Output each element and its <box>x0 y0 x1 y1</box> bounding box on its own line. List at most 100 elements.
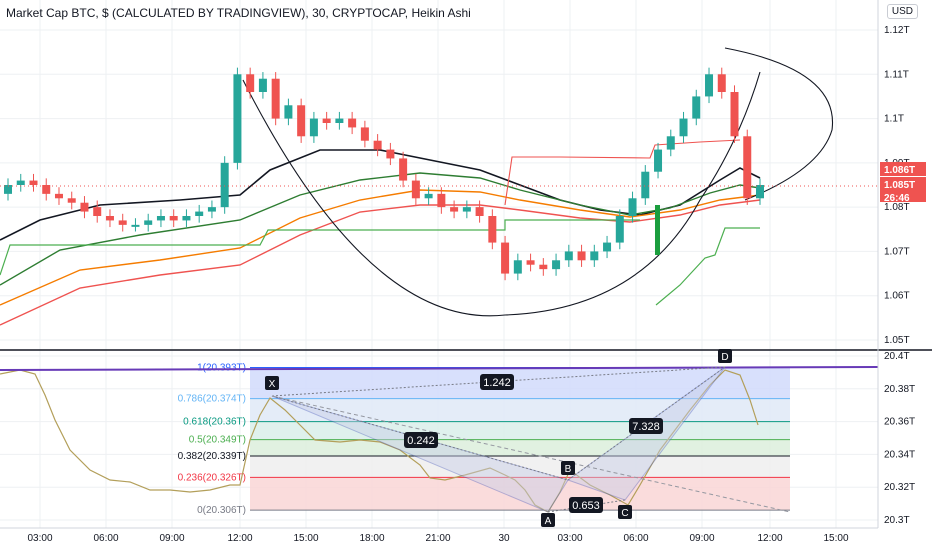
candle[interactable] <box>118 220 127 225</box>
candle[interactable] <box>692 96 701 119</box>
candle[interactable] <box>207 207 216 212</box>
fib-band <box>250 439 790 457</box>
candle[interactable] <box>437 193 446 208</box>
time-axis[interactable]: 03:00 06:00 09:00 12:00 15:00 18:00 21:00 30 03:… <box>0 527 878 544</box>
candle[interactable] <box>488 216 497 243</box>
candle[interactable] <box>399 158 408 181</box>
candle[interactable] <box>360 127 369 141</box>
fib-level-label: 1(20.393T) <box>197 362 246 373</box>
candle[interactable] <box>552 260 561 270</box>
candle[interactable] <box>743 136 752 199</box>
candle[interactable] <box>705 74 714 97</box>
pattern-point-marker[interactable] <box>561 461 575 475</box>
candle[interactable] <box>526 260 535 265</box>
candle[interactable] <box>386 149 395 159</box>
candle[interactable] <box>424 193 433 199</box>
lower-price-tick: 20.36T <box>884 417 915 428</box>
candle[interactable] <box>666 136 675 150</box>
candle[interactable] <box>450 207 459 212</box>
fib-band <box>250 398 790 422</box>
chart-title: Market Cap BTC, $ (CALCULATED BY TRADING… <box>6 6 471 20</box>
time-tick: 15:00 <box>823 533 848 544</box>
pattern-point-label: B <box>565 464 572 475</box>
oscillator-line <box>0 369 759 513</box>
pattern-point-marker[interactable] <box>718 349 732 363</box>
candle[interactable] <box>105 216 114 221</box>
candle[interactable] <box>654 149 663 172</box>
price-tick: 1.1T <box>884 114 904 125</box>
candle[interactable] <box>258 78 267 92</box>
arc-drawing[interactable] <box>242 71 761 317</box>
candle[interactable] <box>42 185 51 194</box>
candle[interactable] <box>513 260 522 274</box>
candle[interactable] <box>4 185 12 194</box>
candle[interactable] <box>297 105 306 137</box>
currency-button[interactable]: USD <box>886 4 918 19</box>
price-scale[interactable]: 1.12T1.11T1.1T1.09T1.08T1.07T1.06T1.05T1… <box>877 0 926 528</box>
candle[interactable] <box>655 205 660 255</box>
candle[interactable] <box>475 207 484 216</box>
price-tick: 1.11T <box>884 69 909 80</box>
candle[interactable] <box>756 185 764 199</box>
candle[interactable] <box>501 242 510 274</box>
fib-level-label: 0.236(20.326T) <box>178 472 246 483</box>
candle[interactable] <box>80 202 89 212</box>
harmonic-pattern[interactable]: X A B C D 1.242 0.242 7.328 0.653 <box>265 349 791 527</box>
time-tick: 15:00 <box>293 533 318 544</box>
candle[interactable] <box>16 180 25 185</box>
ma-green-dark <box>0 172 761 286</box>
candle[interactable] <box>603 242 612 252</box>
candle[interactable] <box>309 118 318 137</box>
pattern-ratio-box <box>569 497 603 513</box>
candle[interactable] <box>169 216 178 221</box>
pattern-point-label: X <box>269 379 276 390</box>
candle[interactable] <box>615 216 624 243</box>
candle[interactable] <box>717 74 726 92</box>
candle[interactable] <box>54 193 63 199</box>
candle[interactable] <box>373 140 382 150</box>
candle[interactable] <box>93 207 102 216</box>
candle[interactable] <box>679 118 688 137</box>
candle[interactable] <box>577 251 586 261</box>
candle[interactable] <box>29 180 38 185</box>
lower-price-tick: 20.34T <box>884 449 915 460</box>
candle[interactable] <box>539 264 548 270</box>
candle[interactable] <box>628 198 637 216</box>
ma-black <box>0 149 761 241</box>
candle[interactable] <box>590 251 599 261</box>
ellipse-drawing[interactable] <box>724 47 834 201</box>
candle[interactable] <box>641 171 650 199</box>
candle[interactable] <box>335 118 344 123</box>
candle[interactable] <box>156 216 165 221</box>
lower-price-scale[interactable]: 20.4T 20.38T 20.36T 20.34T 20.32T 20.3T <box>884 351 915 526</box>
candle[interactable] <box>182 216 191 221</box>
candle[interactable] <box>411 180 420 199</box>
candle[interactable] <box>131 224 140 227</box>
price-tick: 1.06T <box>884 291 910 302</box>
candle[interactable] <box>67 198 76 203</box>
candle[interactable] <box>220 162 229 208</box>
candle[interactable] <box>462 207 471 212</box>
candle[interactable] <box>564 251 573 261</box>
price-label-box <box>880 190 926 202</box>
ma-orange <box>0 189 761 306</box>
candles[interactable] <box>0 67 878 281</box>
fib-retracement[interactable]: 1(20.393T) 0.786(20.374T) 0.618(20.36T) 0.5… <box>178 362 790 516</box>
candle[interactable] <box>322 118 331 123</box>
candle[interactable] <box>144 220 153 225</box>
pattern-point-marker[interactable] <box>265 376 279 390</box>
ma-red <box>0 199 761 326</box>
candle[interactable] <box>246 74 255 92</box>
candle[interactable] <box>271 78 280 119</box>
candle[interactable] <box>730 92 739 137</box>
time-tick: 09:00 <box>159 533 184 544</box>
price-tick: 1.08T <box>884 202 910 213</box>
candle[interactable] <box>195 211 204 216</box>
candle[interactable] <box>284 105 293 119</box>
pattern-point-marker[interactable] <box>541 513 555 527</box>
candle[interactable] <box>233 74 242 163</box>
pattern-point-marker[interactable] <box>618 505 632 519</box>
candle[interactable] <box>348 118 357 128</box>
horizontal-line[interactable] <box>0 366 879 371</box>
